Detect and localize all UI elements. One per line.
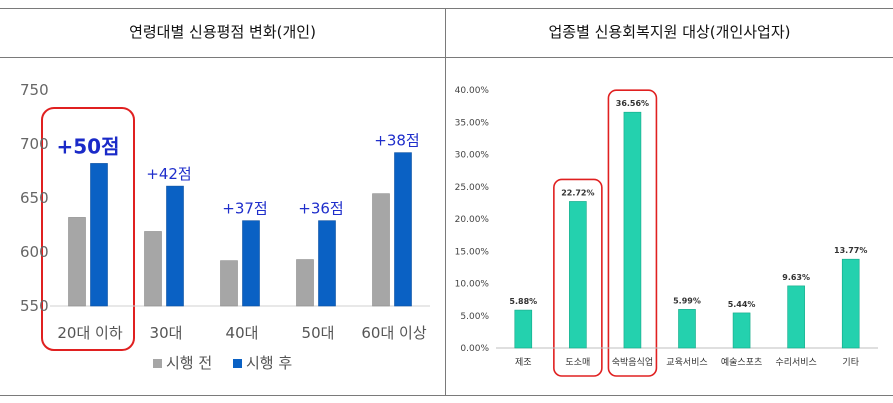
bar-after [242, 220, 260, 307]
highlight-box [553, 178, 603, 377]
left-panel-title: 연령대별 신용평점 변화(개인) [129, 23, 316, 41]
top-border [0, 8, 893, 9]
bar-value-label: 5.44% [728, 300, 756, 309]
right-category-label: 제조 [515, 357, 532, 368]
right-y-tick-label: 15.00% [455, 247, 490, 257]
industry-bar [678, 309, 696, 349]
bar-before [68, 217, 86, 307]
right-category-label: 기타 [842, 357, 859, 368]
right-category-label: 도소매 [565, 357, 590, 368]
left-category-label: 30대 [150, 324, 183, 342]
right-y-tick-label: 30.00% [455, 151, 490, 161]
left-y-tick-label: 600 [20, 243, 49, 261]
right-y-tick-label: 40.00% [455, 86, 490, 96]
panel-divider [445, 8, 446, 396]
left-y-tick-label: 550 [20, 297, 49, 315]
score-change-label: +38점 [374, 132, 419, 150]
right-category-label: 수리서비스 [775, 357, 816, 368]
bar-after [90, 163, 108, 307]
bar-after [166, 185, 184, 307]
highlight-box [41, 107, 135, 351]
right-y-tick-label: 35.00% [455, 118, 490, 128]
score-change-label: +36점 [298, 200, 343, 218]
left-y-tick-label: 750 [20, 81, 49, 99]
bar-value-label: 5.99% [673, 296, 701, 305]
bottom-border [0, 395, 893, 396]
legend-swatch [153, 359, 162, 368]
header-divider [0, 57, 893, 58]
industry-bar [787, 285, 805, 349]
score-change-label: +37점 [222, 200, 267, 218]
right-y-tick-label: 20.00% [455, 215, 490, 225]
bar-value-label: 36.56% [616, 99, 649, 108]
bar-value-label: 9.63% [782, 273, 810, 282]
left-chart: 750 700 650 600 550 +50점 +42점 +37점 +36점 +38점 20대… [20, 81, 430, 372]
bar-after [318, 220, 336, 307]
left-category-label: 20대 이하 [57, 324, 122, 342]
right-y-tick-label: 10.00% [455, 280, 490, 290]
right-y-tick-label: 0.00% [460, 344, 489, 354]
score-change-label: +50점 [57, 134, 120, 158]
left-category-label: 40대 [226, 324, 259, 342]
bar-before [220, 260, 238, 307]
bar-value-label: 13.77% [834, 246, 867, 255]
right-y-tick-label: 5.00% [460, 312, 489, 322]
industry-bar [623, 111, 642, 349]
left-y-tick-label: 650 [20, 189, 49, 207]
left-category-label: 60대 이상 [361, 324, 426, 342]
industry-bar [732, 312, 751, 349]
left-y-tick-label: 700 [20, 135, 49, 153]
industry-bar [569, 201, 587, 349]
bar-value-label: 5.88% [509, 297, 537, 306]
industry-bar [841, 258, 860, 349]
bar-before [144, 231, 162, 307]
left-category-label: 50대 [302, 324, 335, 342]
right-panel-title: 업종별 신용회복지원 대상(개인사업자) [548, 23, 791, 41]
bar-before [296, 259, 314, 307]
bar-value-label: 22.72% [561, 188, 594, 197]
right-y-tick-label: 25.00% [455, 183, 490, 193]
bar-before [372, 193, 390, 307]
legend-label: 시행 후 [246, 354, 292, 372]
legend-label: 시행 전 [166, 354, 212, 372]
legend-swatch [233, 359, 242, 368]
score-change-label: +42점 [146, 165, 191, 183]
right-category-label: 예술스포츠 [721, 357, 762, 368]
right-category-label: 교육서비스 [666, 357, 707, 368]
bar-after [394, 152, 412, 307]
right-category-label: 숙박음식업 [612, 357, 653, 368]
highlight-box [607, 89, 658, 377]
industry-bar [514, 309, 533, 349]
